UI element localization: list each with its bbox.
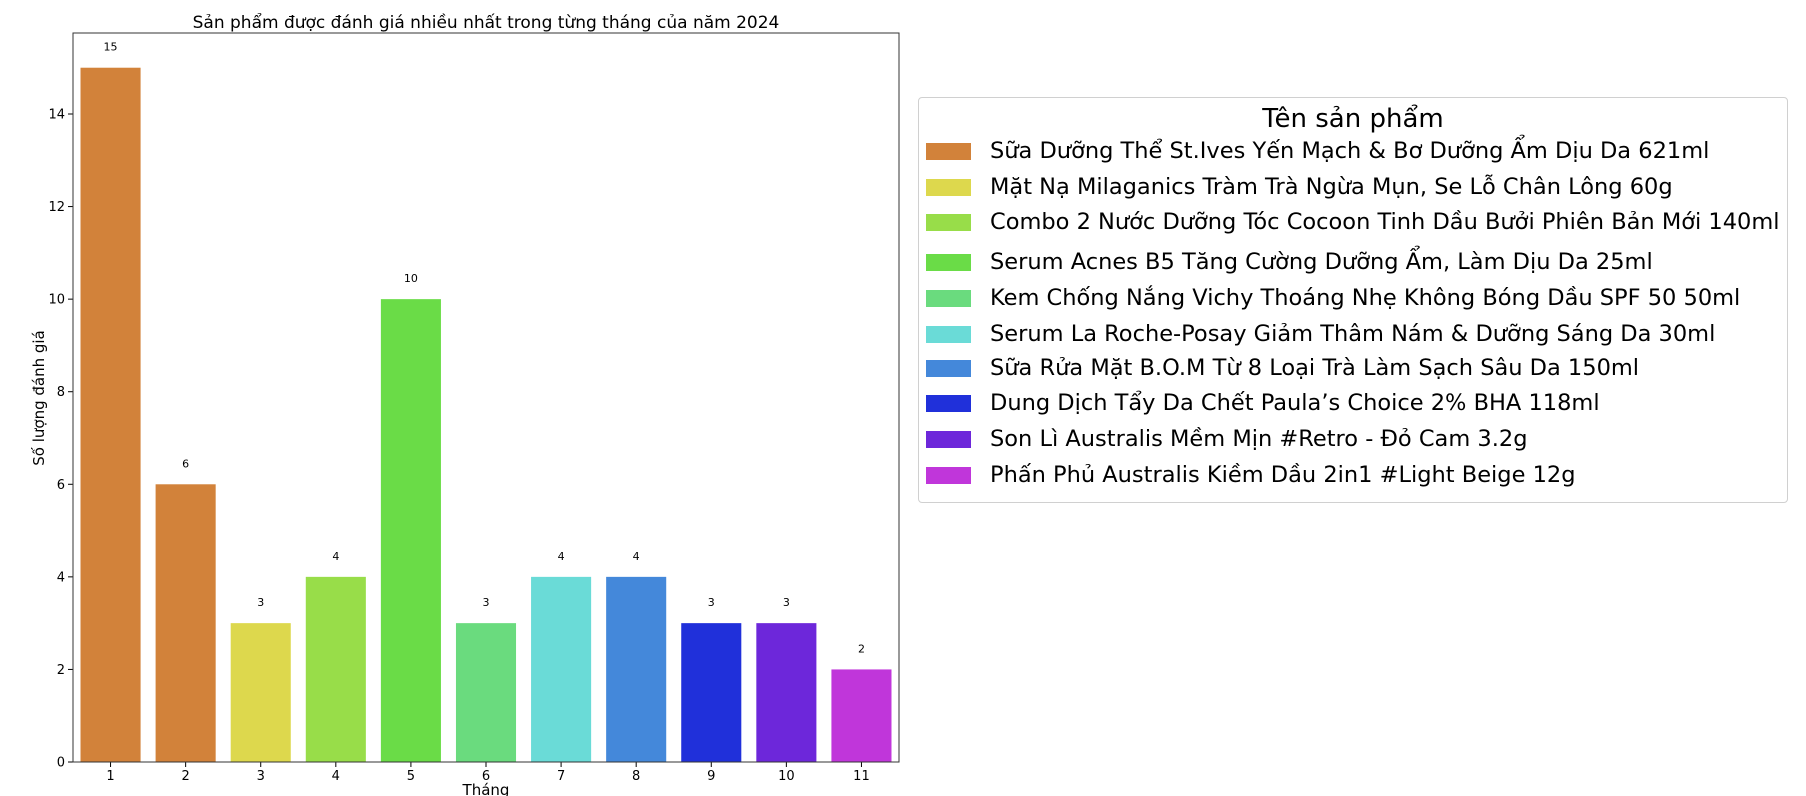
- y-tick-label-2: 2: [57, 663, 65, 678]
- x-tick-label-1: 1: [106, 769, 114, 784]
- bar-8: [606, 576, 667, 762]
- legend-label: Phấn Phủ Australis Kiềm Dầu 2in1 #Light …: [990, 462, 1576, 488]
- x-tick-label-5: 5: [407, 769, 415, 784]
- bar-9: [681, 623, 742, 762]
- x-tick-label-9: 9: [707, 769, 715, 784]
- bar-3: [230, 623, 291, 762]
- y-tick-label-12: 12: [48, 200, 65, 215]
- bar-value-label-3: 3: [257, 596, 264, 609]
- legend-swatch: [926, 430, 971, 448]
- bar-2: [155, 484, 216, 762]
- bar-value-label-6: 3: [483, 596, 490, 609]
- bar-value-label-4: 4: [332, 550, 339, 563]
- x-tick-label-10: 10: [778, 769, 795, 784]
- legend-swatch: [926, 213, 971, 231]
- bar-value-label-1: 15: [104, 41, 118, 54]
- legend-label: Serum La Roche-Posay Giảm Thâm Nám & Dưỡ…: [990, 321, 1716, 347]
- bar-4: [305, 576, 366, 762]
- x-tick-label-11: 11: [853, 769, 870, 784]
- x-tick-label-7: 7: [557, 769, 565, 784]
- legend-label: Serum Acnes B5 Tăng Cường Dưỡng Ẩm, Làm …: [990, 249, 1653, 275]
- bar-value-label-9: 3: [708, 596, 715, 609]
- x-tick-label-4: 4: [332, 769, 340, 784]
- legend-label: Kem Chống Nắng Vichy Thoáng Nhẹ Không Bó…: [990, 285, 1741, 311]
- legend-item: Combo 2 Nước Dưỡng Tóc Cocoon Tinh Dầu B…: [926, 207, 1780, 237]
- bar-11: [831, 669, 892, 762]
- legend-item: Dung Dịch Tẩy Da Chết Paula’s Choice 2% …: [926, 388, 1600, 418]
- legend-swatch: [926, 253, 971, 271]
- legend-title: Tên sản phẩm: [1262, 104, 1444, 134]
- legend-swatch: [926, 289, 971, 307]
- legend-item: Sữa Rửa Mặt B.O.M Từ 8 Loại Trà Làm Sạch…: [926, 353, 1639, 383]
- legend-item: Serum Acnes B5 Tăng Cường Dưỡng Ẩm, Làm …: [926, 247, 1653, 277]
- bar-10: [756, 623, 817, 762]
- legend-item: Phấn Phủ Australis Kiềm Dầu 2in1 #Light …: [926, 460, 1576, 490]
- legend-swatch: [926, 466, 971, 484]
- chart-title: Sản phẩm được đánh giá nhiều nhất trong …: [193, 12, 780, 33]
- legend-label: Sữa Rửa Mặt B.O.M Từ 8 Loại Trà Làm Sạch…: [990, 355, 1640, 381]
- legend-label: Dung Dịch Tẩy Da Chết Paula’s Choice 2% …: [990, 390, 1600, 416]
- legend-item: Sữa Dưỡng Thể St.Ives Yến Mạch & Bơ Dưỡn…: [926, 136, 1709, 166]
- legend-swatch: [926, 178, 971, 196]
- legend-swatch: [926, 142, 971, 160]
- legend: Tên sản phẩm Sữa Dưỡng Thể St.Ives Yến M…: [918, 97, 1788, 503]
- x-tick-label-8: 8: [632, 769, 640, 784]
- x-tick-label-6: 6: [482, 769, 490, 784]
- bar-6: [455, 623, 517, 762]
- legend-item: Mặt Nạ Milaganics Tràm Trà Ngừa Mụn, Se …: [926, 172, 1673, 202]
- bar-5: [380, 299, 441, 762]
- y-axis-title: Số lượng đánh giá: [30, 330, 48, 466]
- bar-7: [531, 576, 592, 762]
- x-tick-label-3: 3: [257, 769, 265, 784]
- legend-label: Combo 2 Nước Dưỡng Tóc Cocoon Tinh Dầu B…: [990, 209, 1780, 235]
- y-tick-label-8: 8: [57, 385, 65, 400]
- bar-1: [80, 67, 141, 762]
- legend-item: Kem Chống Nắng Vichy Thoáng Nhẹ Không Bó…: [926, 283, 1740, 313]
- legend-swatch: [926, 359, 971, 377]
- legend-label: Mặt Nạ Milaganics Tràm Trà Ngừa Mụn, Se …: [990, 174, 1673, 200]
- legend-swatch: [926, 394, 971, 412]
- bar-value-label-8: 4: [633, 550, 640, 563]
- bar-value-label-11: 2: [858, 642, 865, 655]
- bar-value-label-5: 10: [404, 272, 418, 285]
- legend-label: Son Lì Australis Mềm Mịn #Retro - Đỏ Cam…: [990, 426, 1528, 452]
- y-tick-label-0: 0: [57, 756, 65, 771]
- legend-item: Son Lì Australis Mềm Mịn #Retro - Đỏ Cam…: [926, 424, 1527, 454]
- x-axis-title: Tháng: [462, 781, 510, 796]
- bar-value-label-7: 4: [558, 550, 565, 563]
- legend-swatch: [926, 325, 971, 343]
- plot-area: 15 1 6 2 3 3 4 4 10 5 3 6 4 7 4 8 3 9 3 10 2 11 0 2 4 6 8 10 12 14: [48, 32, 900, 784]
- y-tick-label-10: 10: [48, 293, 65, 308]
- legend-item: Serum La Roche-Posay Giảm Thâm Nám & Dưỡ…: [926, 319, 1715, 349]
- x-tick-label-2: 2: [181, 769, 189, 784]
- bar-value-label-10: 3: [783, 596, 790, 609]
- plot-frame: [72, 32, 900, 763]
- y-tick-label-4: 4: [57, 570, 65, 585]
- y-tick-label-6: 6: [57, 478, 65, 493]
- bar-value-label-2: 6: [182, 457, 189, 470]
- legend-label: Sữa Dưỡng Thể St.Ives Yến Mạch & Bơ Dưỡn…: [990, 138, 1710, 164]
- y-tick-label-14: 14: [48, 108, 65, 123]
